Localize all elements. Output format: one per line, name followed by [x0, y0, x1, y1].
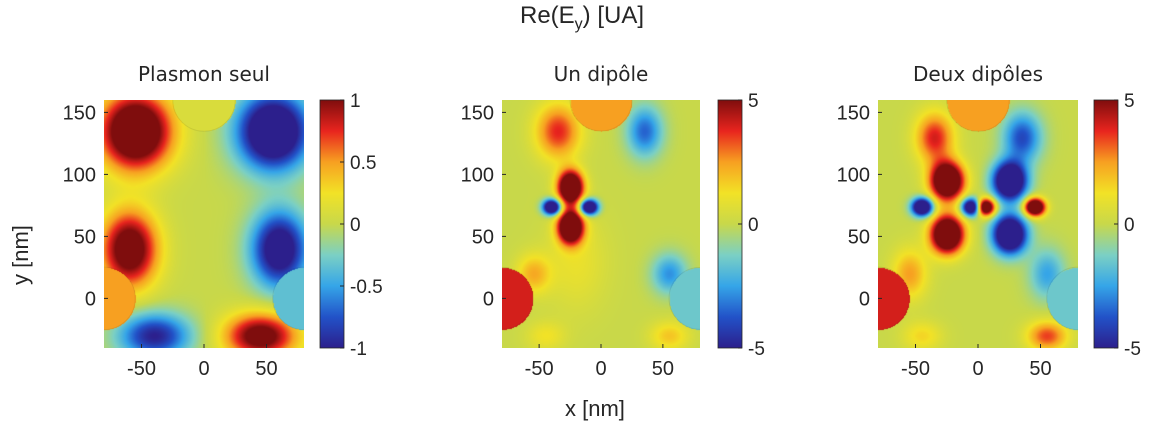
colorbar-tick-label: -5: [1124, 339, 1141, 360]
colorbar-tick-label: 0.5: [350, 153, 376, 174]
y-tick-label: 50: [74, 226, 96, 248]
colorbar-tick-label: -0.5: [350, 277, 383, 298]
x-tick-label: 0: [972, 358, 983, 380]
particle-1: [104, 266, 136, 331]
panel-title-plasmon-seul: Plasmon seul: [137, 62, 270, 86]
y-tick-label: 100: [63, 164, 96, 186]
colorbar-tick-label: 5: [1124, 91, 1135, 112]
particle-0: [172, 100, 236, 132]
panel-title-un-dipole: Un dipôle: [553, 62, 649, 86]
y-tick-label: 0: [859, 288, 870, 310]
colorbar-tick-label: 1: [350, 91, 361, 112]
x-tick-label: 50: [1029, 358, 1051, 380]
y-tick-label: 50: [848, 226, 870, 248]
y-tick-label: 100: [461, 164, 494, 186]
y-tick-label: 150: [63, 102, 96, 124]
x-tick-label: 0: [198, 358, 209, 380]
y-tick-label: 0: [85, 288, 96, 310]
panel-title-deux-dipoles: Deux dipôles: [912, 62, 1044, 86]
x-tick-label: 50: [652, 358, 674, 380]
particle-2: [668, 266, 700, 330]
colorbar-tick-label: 0: [350, 215, 361, 236]
x-tick-label: 0: [595, 358, 606, 380]
colorbar-tick-label: -1: [350, 339, 367, 360]
heatmap-panel-0: -50 0 50 150 100 50 0 1 0.5 0 -0.5 -1: [63, 91, 383, 380]
x-tick-label: -50: [525, 358, 554, 380]
colorbar-tick-label: -5: [748, 339, 765, 360]
particle-1: [502, 266, 534, 330]
heatmap-field: [502, 100, 700, 348]
colorbar-tick-label: 5: [748, 91, 759, 112]
y-tick-label: 0: [483, 288, 494, 310]
x-tick-label: 50: [255, 358, 277, 380]
x-tick-label: -50: [901, 358, 930, 380]
figure-title: Re(Ey) [UA]: [519, 2, 645, 33]
y-tick-label: 150: [461, 102, 494, 124]
heatmap-field: [878, 100, 1078, 348]
particle-2: [1046, 266, 1078, 331]
heatmap-field: [104, 100, 304, 348]
x-axis-label: x [nm]: [565, 396, 625, 421]
particle-1: [878, 266, 910, 331]
y-tick-label: 50: [472, 226, 494, 248]
particle-0: [946, 100, 1010, 132]
x-tick-label: -50: [127, 358, 156, 380]
y-tick-label: 100: [837, 164, 870, 186]
particle-2: [272, 266, 304, 331]
colorbar-tick-label: 0: [1124, 215, 1135, 236]
particle-0: [569, 100, 633, 132]
colorbar-tick-label: 0: [748, 215, 759, 236]
y-tick-label: 150: [837, 102, 870, 124]
